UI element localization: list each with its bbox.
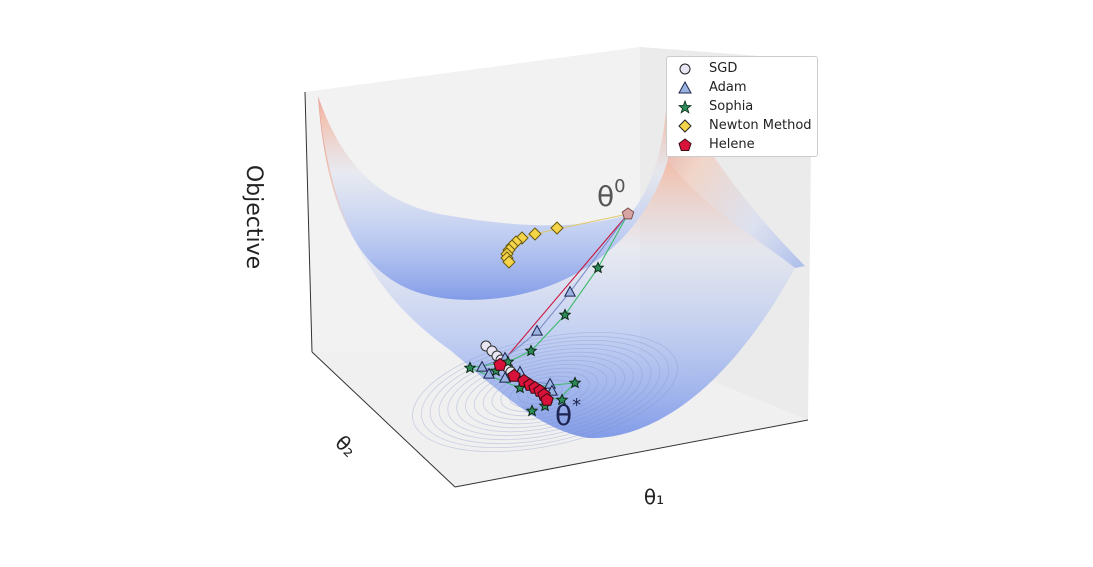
legend-item-adam: Adam xyxy=(667,78,817,97)
adam-point xyxy=(475,360,489,372)
sophia-point xyxy=(555,393,569,406)
adam-point xyxy=(482,367,496,379)
contour-line xyxy=(465,355,625,429)
legend-label-adam: Adam xyxy=(709,80,747,95)
y-axis-label: θ₂ xyxy=(330,430,361,461)
box-axes xyxy=(304,91,809,488)
contour-line xyxy=(500,371,590,413)
adam-point xyxy=(530,324,544,336)
helene-point xyxy=(493,357,507,371)
adam-path-line xyxy=(480,213,629,401)
start-point xyxy=(621,207,635,220)
legend-label-newton: Newton Method xyxy=(709,118,812,133)
surface-left-wing xyxy=(318,70,668,300)
helene-point xyxy=(540,392,554,406)
contour-line xyxy=(456,351,634,433)
theta-star-superscript: * xyxy=(572,395,581,416)
sophia-point xyxy=(524,344,538,357)
trajectory-markers xyxy=(463,207,635,417)
contour-line xyxy=(447,347,643,437)
adam-point xyxy=(498,371,512,383)
newton-point xyxy=(502,255,516,269)
legend: SGD Adam Sophia Newton Method Helene xyxy=(666,56,818,157)
circle-marker-icon xyxy=(679,63,691,75)
sophia-point xyxy=(591,261,605,274)
contour-line xyxy=(473,359,617,425)
theta-star-annotation: θ* xyxy=(555,395,581,432)
sophia-point xyxy=(525,404,539,417)
triangle-marker-icon xyxy=(678,80,692,94)
sophia-point xyxy=(568,376,582,389)
contour-line xyxy=(482,363,608,421)
diamond-marker-icon xyxy=(678,119,692,133)
legend-label-sophia: Sophia xyxy=(709,99,754,114)
legend-label-helene: Helene xyxy=(709,137,755,152)
surface-right-wing xyxy=(668,70,805,268)
helene-point xyxy=(507,368,521,382)
newton-point xyxy=(528,227,542,241)
sophia-point xyxy=(558,308,572,321)
contour-line xyxy=(420,335,670,449)
legend-item-newton: Newton Method xyxy=(667,116,817,135)
adam-point xyxy=(563,285,577,297)
theta-star-symbol: θ xyxy=(555,399,572,432)
x-axis-label: θ₁ xyxy=(644,485,664,509)
surface-body xyxy=(318,96,795,439)
legend-item-sgd: SGD xyxy=(667,59,817,78)
contour-line xyxy=(412,331,678,453)
theta0-annotation: θ0 xyxy=(597,176,626,213)
z-axis-label: Objective xyxy=(241,165,266,269)
newton-point xyxy=(550,221,564,235)
sophia-point xyxy=(463,361,477,374)
theta0-superscript: 0 xyxy=(614,176,625,197)
pentagon-marker-icon xyxy=(678,138,692,151)
contour-line xyxy=(491,367,599,417)
theta0-symbol: θ xyxy=(597,180,614,213)
legend-label-sgd: SGD xyxy=(709,61,738,76)
legend-item-helene: Helene xyxy=(667,135,817,154)
star-marker-icon xyxy=(677,99,693,114)
legend-item-sophia: Sophia xyxy=(667,97,817,116)
